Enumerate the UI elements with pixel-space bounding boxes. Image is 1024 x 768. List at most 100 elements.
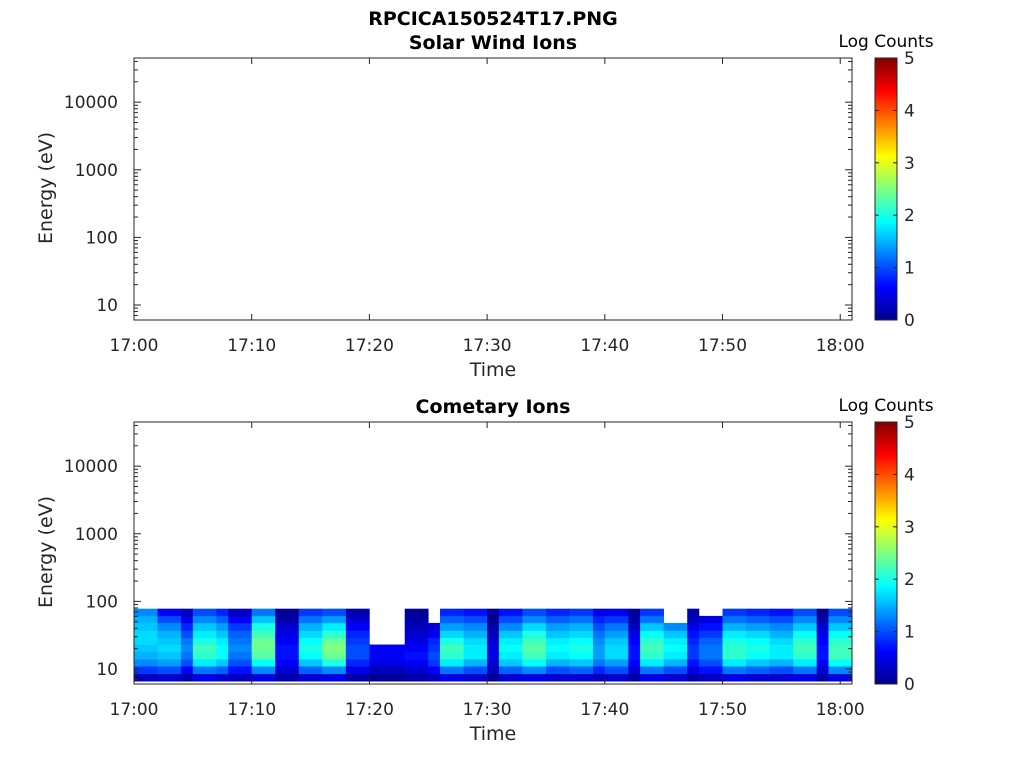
heatmap-cell: [769, 644, 794, 653]
heatmap-cell: [428, 644, 441, 653]
heatmap-cell: [593, 622, 606, 631]
heatmap-cell: [769, 630, 794, 639]
heatmap-cell: [746, 622, 770, 631]
heatmap-cell: [251, 673, 276, 682]
heatmap-cell: [345, 673, 370, 682]
heatmap-cell: [816, 637, 829, 645]
heatmap-cell: [298, 615, 323, 624]
heatmap-cell: [134, 608, 158, 617]
heatmap-cell: [345, 644, 370, 653]
heatmap-cell: [192, 615, 217, 624]
heatmap-cell: [545, 666, 570, 675]
heatmap-cell: [275, 637, 300, 645]
heatmap-cell: [816, 666, 829, 675]
heatmap-cell: [487, 644, 500, 653]
heatmap-cell: [322, 666, 347, 675]
heatmap-cell: [640, 615, 664, 624]
x-tick-label: 18:00: [816, 336, 865, 356]
heatmap-cell: [228, 608, 252, 617]
heatmap-cell: [228, 666, 252, 675]
heatmap-cell: [769, 659, 794, 667]
heatmap-cell: [322, 659, 347, 667]
heatmap-cell: [522, 615, 547, 624]
colorbar-tick-label: 3: [904, 518, 915, 538]
heatmap-cell: [569, 659, 594, 667]
heatmap-cell: [181, 637, 194, 645]
heatmap-cell: [569, 673, 594, 682]
heatmap-cell: [345, 651, 370, 660]
heatmap-cell: [545, 622, 570, 631]
heatmap-cell: [322, 637, 347, 645]
heatmap-cell: [463, 615, 488, 624]
y-tick-label: 10000: [64, 457, 118, 477]
heatmap-cell: [228, 644, 252, 653]
heatmap-cell: [216, 651, 229, 660]
heatmap-cell: [345, 608, 370, 617]
heatmap-cell: [663, 673, 688, 682]
heatmap-cell: [192, 644, 217, 653]
heatmap-cell: [298, 630, 323, 639]
y-tick-label: 1000: [75, 525, 118, 545]
heatmap-cell: [134, 615, 158, 624]
heatmap-cell: [404, 608, 429, 617]
heatmap-cell: [828, 644, 853, 653]
heatmap-cell: [216, 659, 229, 667]
cometary-ions-panel: Cometary Ions 17:00 17:10 17:20 17:30 17:40 1…: [35, 396, 934, 745]
heatmap-cell: [463, 659, 488, 667]
heatmap-cell: [440, 673, 464, 682]
heatmap-cell: [746, 608, 770, 617]
heatmap-cell: [793, 637, 817, 645]
heatmap-cell: [628, 644, 641, 653]
heatmap-cell: [746, 659, 770, 667]
colorbar-tick-label: 0: [904, 311, 915, 331]
heatmap-cell: [687, 630, 700, 639]
heatmap-cell: [722, 666, 747, 675]
heatmap-cell: [545, 651, 570, 660]
heatmap-cell: [345, 630, 370, 639]
heatmap-cell: [216, 615, 229, 624]
heatmap-cell: [593, 673, 606, 682]
heatmap-cell: [604, 644, 629, 653]
heatmap-cell: [369, 666, 406, 675]
heatmap-cell: [569, 666, 594, 675]
x-tick-label: 17:40: [580, 336, 629, 356]
heatmap-cell: [522, 651, 547, 660]
heatmap-cell: [345, 659, 370, 667]
heatmap-cell: [134, 666, 158, 675]
heatmap-cell: [687, 659, 700, 667]
heatmap-cell: [298, 651, 323, 660]
heatmap-cell: [251, 666, 276, 675]
heatmap-cell: [640, 651, 664, 660]
heatmap-cell: [828, 673, 853, 682]
heatmap-cell: [604, 673, 629, 682]
heatmap-cell: [228, 659, 252, 667]
colorbar-tick-label: 2: [904, 206, 915, 226]
heatmap-cell: [228, 622, 252, 631]
heatmap-cell: [298, 644, 323, 653]
heatmap-cell: [251, 608, 276, 617]
heatmap-cell: [828, 659, 853, 667]
x-axis-label: Time: [469, 723, 517, 745]
heatmap-cell: [251, 615, 276, 624]
heatmap-cell: [322, 673, 347, 682]
heatmap-cell: [698, 637, 723, 645]
heatmap-cell: [404, 666, 429, 675]
heatmap-cell: [628, 608, 641, 617]
heatmap-cell: [498, 637, 523, 645]
heatmap-cell: [134, 630, 158, 639]
heatmap-cell: [181, 622, 194, 631]
heatmap-cell: [157, 666, 182, 675]
heatmap-cell: [593, 644, 606, 653]
heatmap-cell: [134, 659, 158, 667]
heatmap-cell: [487, 659, 500, 667]
heatmap-cell: [569, 630, 594, 639]
heatmap-cell: [593, 630, 606, 639]
heatmap-cell: [604, 651, 629, 660]
heatmap-cell: [687, 673, 700, 682]
heatmap-cell: [816, 651, 829, 660]
heatmap-cell: [628, 673, 641, 682]
heatmap-cell: [345, 622, 370, 631]
heatmap-cell: [181, 630, 194, 639]
x-tick-label: 17:20: [345, 700, 394, 720]
heatmap-cell: [628, 666, 641, 675]
